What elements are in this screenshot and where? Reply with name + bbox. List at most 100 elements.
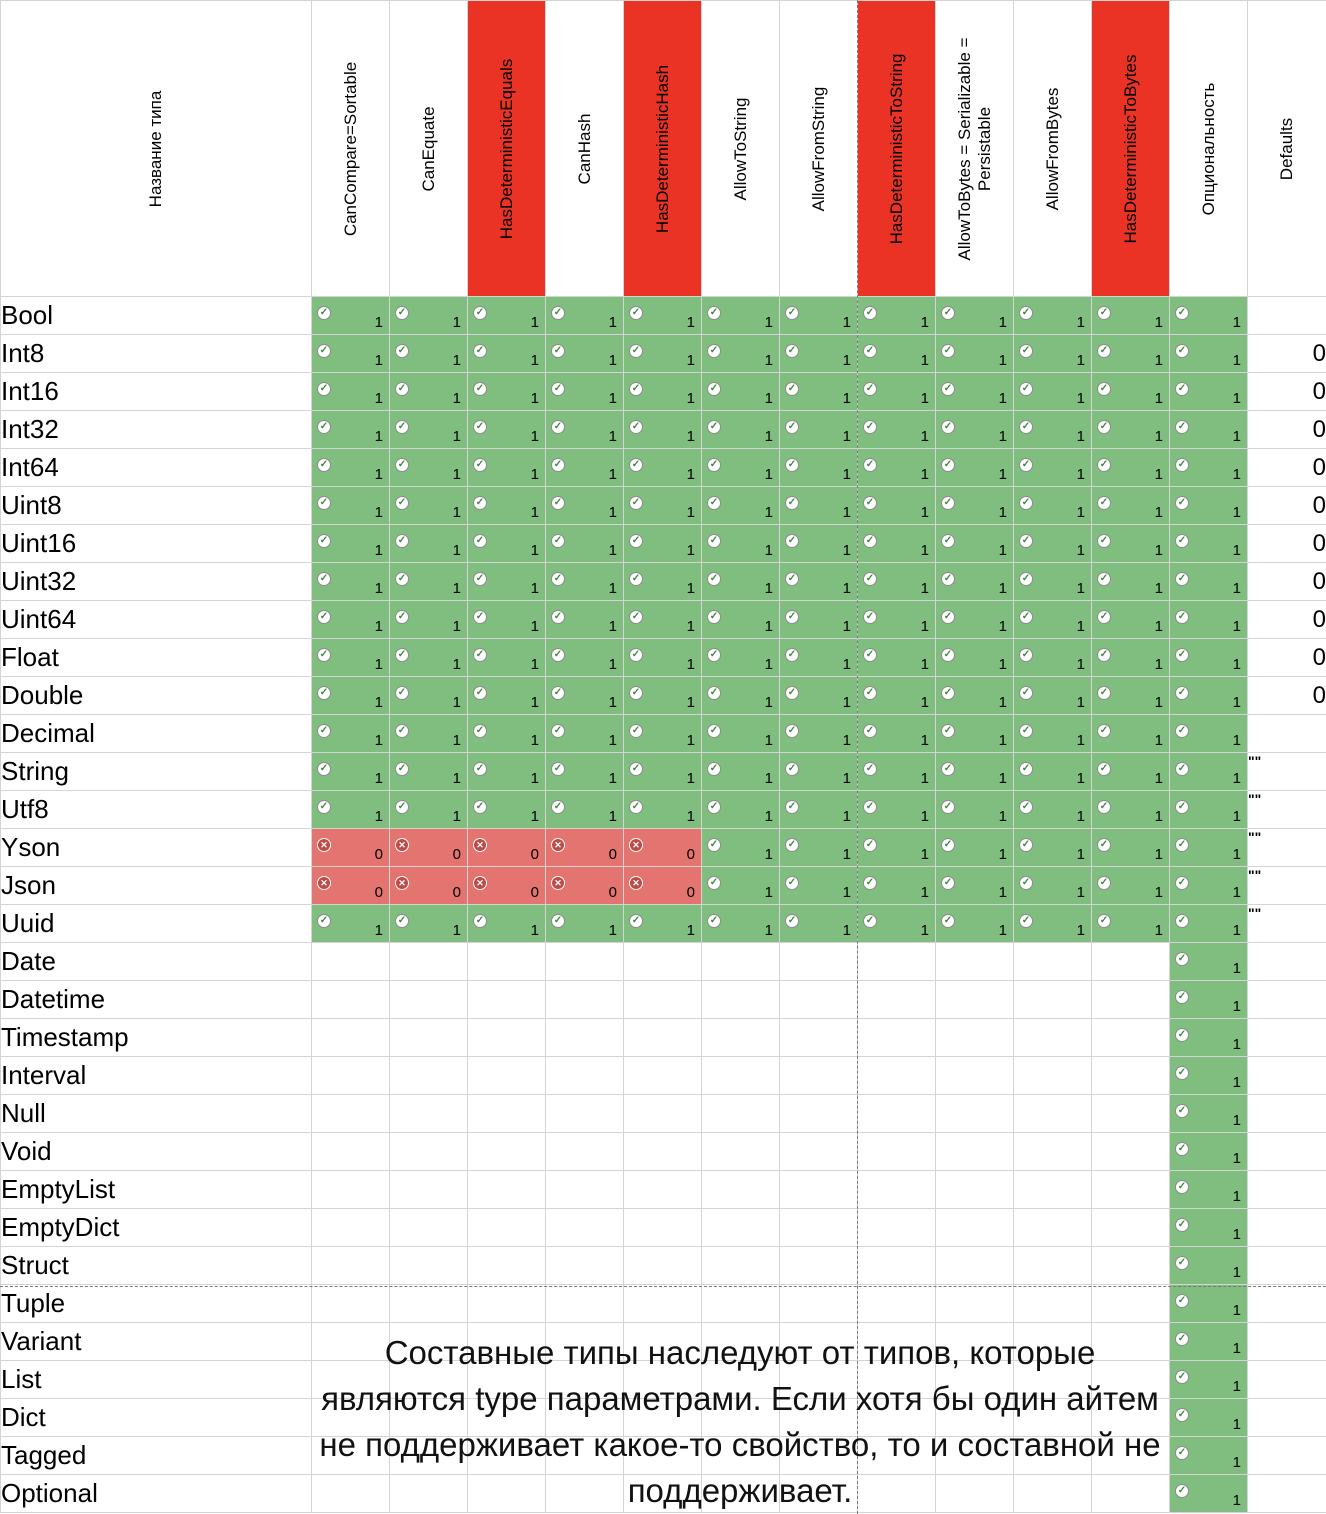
cell-supported[interactable]: ✓ 1 — [467, 448, 546, 487]
cell-empty[interactable] — [857, 1208, 936, 1247]
cell-empty[interactable] — [935, 1170, 1014, 1209]
cell-empty[interactable] — [311, 1094, 390, 1133]
cell-supported[interactable]: ✓ 1 — [467, 600, 546, 639]
cell-supported[interactable]: ✓ 1 — [1013, 296, 1092, 335]
cell-empty[interactable] — [701, 942, 780, 981]
cell-supported[interactable]: ✓ 1 — [1091, 600, 1170, 639]
cell-supported[interactable]: ✓ 1 — [1091, 790, 1170, 829]
cell-empty[interactable] — [935, 1322, 1014, 1361]
cell-supported[interactable]: ✓ 1 — [623, 676, 702, 715]
cell-supported[interactable]: ✓ 1 — [623, 410, 702, 449]
cell-unsupported[interactable]: ✕ 0 — [311, 866, 390, 905]
cell-supported[interactable]: ✓ 1 — [311, 600, 390, 639]
cell-default[interactable] — [1247, 1398, 1326, 1437]
cell-supported[interactable]: ✓ 1 — [701, 562, 780, 601]
cell-supported[interactable]: ✓ 1 — [623, 334, 702, 373]
cell-empty[interactable] — [389, 1208, 468, 1247]
cell-empty[interactable] — [389, 942, 468, 981]
cell-supported[interactable]: ✓ 1 — [545, 296, 624, 335]
cell-supported[interactable]: ✓ 1 — [1091, 676, 1170, 715]
row-type-name[interactable]: Int16 — [0, 372, 312, 411]
cell-supported[interactable]: ✓ 1 — [935, 752, 1014, 791]
row-type-name[interactable]: Date — [0, 942, 312, 981]
row-type-name[interactable]: Bool — [0, 296, 312, 335]
cell-empty[interactable] — [623, 1246, 702, 1285]
cell-supported[interactable]: ✓ 1 — [623, 638, 702, 677]
cell-empty[interactable] — [1091, 1436, 1170, 1475]
column-header[interactable]: AllowFromString — [779, 0, 858, 297]
row-type-name[interactable]: Tuple — [0, 1284, 312, 1323]
cell-supported[interactable]: ✓ 1 — [1091, 334, 1170, 373]
cell-empty[interactable] — [467, 1322, 546, 1361]
cell-supported[interactable]: ✓ 1 — [857, 448, 936, 487]
cell-supported[interactable]: ✓ 1 — [1169, 334, 1248, 373]
cell-empty[interactable] — [779, 1474, 858, 1513]
cell-supported[interactable]: ✓ 1 — [1169, 1284, 1248, 1323]
cell-supported[interactable]: ✓ 1 — [1013, 372, 1092, 411]
cell-supported[interactable]: ✓ 1 — [779, 790, 858, 829]
cell-supported[interactable]: ✓ 1 — [857, 866, 936, 905]
row-type-name[interactable]: Variant — [0, 1322, 312, 1361]
cell-empty[interactable] — [1091, 1094, 1170, 1133]
cell-default[interactable]: 0 — [1247, 372, 1326, 411]
cell-empty[interactable] — [935, 1284, 1014, 1323]
cell-supported[interactable]: ✓ 1 — [545, 714, 624, 753]
cell-empty[interactable] — [935, 1132, 1014, 1171]
cell-supported[interactable]: ✓ 1 — [623, 296, 702, 335]
cell-supported[interactable]: ✓ 1 — [779, 486, 858, 525]
cell-supported[interactable]: ✓ 1 — [311, 904, 390, 943]
cell-supported[interactable]: ✓ 1 — [1013, 904, 1092, 943]
cell-supported[interactable]: ✓ 1 — [935, 486, 1014, 525]
column-header[interactable]: AllowToBytes = Serializable = Persistabl… — [935, 0, 1014, 297]
cell-empty[interactable] — [623, 1018, 702, 1057]
column-header[interactable]: CanCompare=Sortable — [311, 0, 390, 297]
cell-empty[interactable] — [701, 1056, 780, 1095]
cell-supported[interactable]: ✓ 1 — [701, 486, 780, 525]
cell-supported[interactable]: ✓ 1 — [1013, 866, 1092, 905]
cell-supported[interactable]: ✓ 1 — [1091, 372, 1170, 411]
cell-supported[interactable]: ✓ 1 — [545, 562, 624, 601]
column-header[interactable]: Defaults — [1247, 0, 1326, 297]
column-header[interactable]: AllowFromBytes — [1013, 0, 1092, 297]
cell-supported[interactable]: ✓ 1 — [1169, 866, 1248, 905]
row-type-name[interactable]: Uint8 — [0, 486, 312, 525]
cell-empty[interactable] — [467, 1170, 546, 1209]
cell-empty[interactable] — [1091, 1474, 1170, 1513]
cell-empty[interactable] — [623, 1170, 702, 1209]
cell-supported[interactable]: ✓ 1 — [857, 790, 936, 829]
cell-supported[interactable]: ✓ 1 — [857, 600, 936, 639]
cell-empty[interactable] — [623, 1208, 702, 1247]
cell-supported[interactable]: ✓ 1 — [701, 600, 780, 639]
cell-supported[interactable]: ✓ 1 — [1091, 524, 1170, 563]
cell-empty[interactable] — [311, 1360, 390, 1399]
row-type-name[interactable]: List — [0, 1360, 312, 1399]
cell-supported[interactable]: ✓ 1 — [1091, 486, 1170, 525]
cell-default[interactable] — [1247, 1474, 1326, 1513]
cell-supported[interactable]: ✓ 1 — [779, 752, 858, 791]
cell-supported[interactable]: ✓ 1 — [1169, 714, 1248, 753]
cell-supported[interactable]: ✓ 1 — [1169, 752, 1248, 791]
cell-supported[interactable]: ✓ 1 — [1169, 1018, 1248, 1057]
cell-empty[interactable] — [1013, 1436, 1092, 1475]
cell-supported[interactable]: ✓ 1 — [623, 372, 702, 411]
cell-supported[interactable]: ✓ 1 — [935, 562, 1014, 601]
cell-supported[interactable]: ✓ 1 — [1013, 600, 1092, 639]
cell-empty[interactable] — [623, 1436, 702, 1475]
cell-empty[interactable] — [935, 980, 1014, 1019]
cell-supported[interactable]: ✓ 1 — [1169, 410, 1248, 449]
cell-empty[interactable] — [857, 1018, 936, 1057]
cell-supported[interactable]: ✓ 1 — [545, 410, 624, 449]
cell-default[interactable] — [1247, 296, 1326, 335]
cell-empty[interactable] — [857, 1094, 936, 1133]
column-header[interactable]: CanEquate — [389, 0, 468, 297]
cell-supported[interactable]: ✓ 1 — [389, 410, 468, 449]
cell-empty[interactable] — [935, 1094, 1014, 1133]
cell-supported[interactable]: ✓ 1 — [545, 790, 624, 829]
cell-default[interactable] — [1247, 1094, 1326, 1133]
cell-supported[interactable]: ✓ 1 — [701, 410, 780, 449]
cell-supported[interactable]: ✓ 1 — [1091, 752, 1170, 791]
row-type-name[interactable]: Uint16 — [0, 524, 312, 563]
cell-default[interactable] — [1247, 1018, 1326, 1057]
cell-default[interactable] — [1247, 1246, 1326, 1285]
cell-empty[interactable] — [1013, 1284, 1092, 1323]
